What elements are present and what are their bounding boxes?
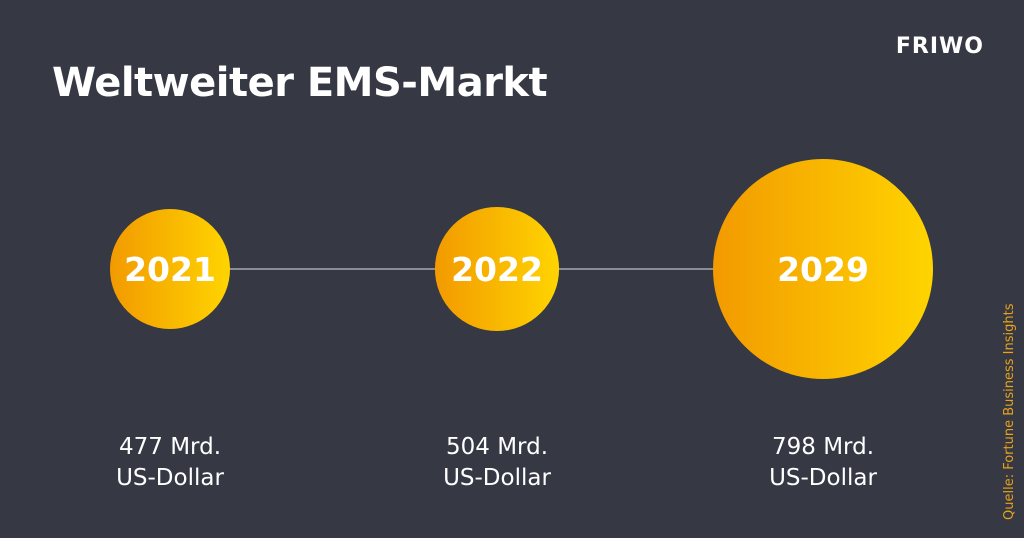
bubble-2022 bbox=[434, 206, 560, 332]
page-title: Weltweiter EMS-Markt bbox=[52, 60, 548, 106]
bubble-group: 2021 2022 2029 bbox=[110, 159, 933, 379]
value-label-2021: 477 Mrd. US-Dollar bbox=[70, 432, 270, 494]
bubble-2021 bbox=[110, 209, 230, 329]
friwo-logo: FRIWO bbox=[895, 34, 984, 59]
year-label-2021: 2021 bbox=[124, 250, 216, 289]
value-unit: US-Dollar bbox=[769, 465, 877, 491]
value-label-2029: 798 Mrd. US-Dollar bbox=[723, 432, 923, 494]
source-note: Quelle: Fortune Business Insights bbox=[1002, 303, 1017, 521]
year-label-2022: 2022 bbox=[451, 250, 543, 289]
value-unit: US-Dollar bbox=[443, 465, 551, 491]
value-unit: US-Dollar bbox=[116, 465, 224, 491]
value-amount: 798 Mrd. bbox=[771, 434, 875, 460]
bubble-2029 bbox=[713, 159, 933, 379]
value-amount: 477 Mrd. bbox=[118, 434, 222, 460]
value-label-2022: 504 Mrd. US-Dollar bbox=[397, 432, 597, 494]
value-amount: 504 Mrd. bbox=[445, 434, 549, 460]
year-label-2029: 2029 bbox=[777, 250, 869, 289]
